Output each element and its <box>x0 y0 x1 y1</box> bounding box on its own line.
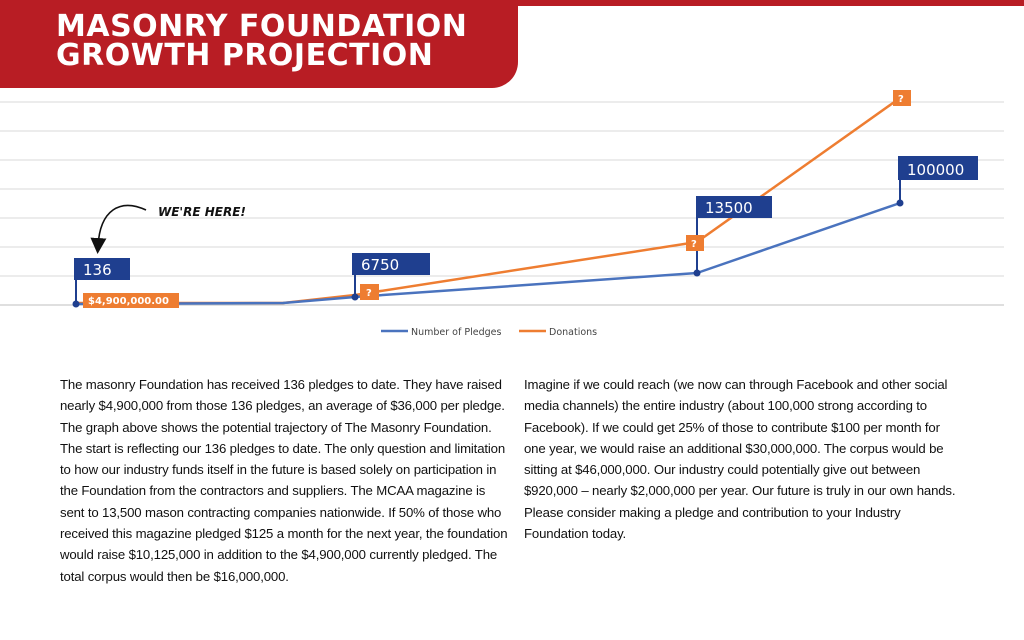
pledge-value-label: 13500 <box>705 199 753 217</box>
title-line-2: GROWTH PROJECTION <box>56 38 434 73</box>
pledge-label-box <box>696 196 772 218</box>
pledge-value-label: 136 <box>83 261 112 279</box>
pledge-value-label: 100000 <box>907 161 964 179</box>
body-text-right: Imagine if we could reach (we now can th… <box>524 377 956 542</box>
annotation-arrow <box>90 204 147 254</box>
donation-value-label: ? <box>898 94 904 105</box>
donations-series-line <box>76 96 901 305</box>
page-title: MASONRY FOUNDATION GROWTH PROJECTION <box>56 9 506 73</box>
donation-label-box <box>686 235 704 251</box>
donation-value-label: ? <box>366 288 372 299</box>
title-line-1: MASONRY FOUNDATION <box>56 9 468 44</box>
body-text-left: The masonry Foundation has received 136 … <box>60 377 508 584</box>
annotation-text: WE'RE HERE! <box>158 205 246 219</box>
pledge-label-box <box>352 253 430 275</box>
pledge-label-box <box>898 156 978 180</box>
donation-label-box <box>83 293 179 308</box>
donation-value-label: ? <box>691 239 697 250</box>
pledge-data-point <box>351 293 359 301</box>
pledge-value-label: 6750 <box>361 256 399 274</box>
pledge-data-point <box>72 300 80 308</box>
series-layer <box>72 96 904 308</box>
pledge-data-point <box>896 199 904 207</box>
legend-label-pledges: Number of Pledges <box>411 327 501 338</box>
growth-projection-chart: WE'RE HERE! 136 6750 13500 100000 $4,900,000… <box>0 90 1004 338</box>
donation-label-box <box>893 90 911 106</box>
pledge-label-box <box>74 258 130 280</box>
chart-legend: Number of Pledges Donations <box>381 327 597 338</box>
donation-label-box <box>360 284 379 300</box>
pledge-data-point <box>693 269 701 277</box>
we-are-here-annotation: WE'RE HERE! <box>90 204 246 254</box>
header-banner <box>0 0 518 88</box>
legend-label-donations: Donations <box>549 327 597 338</box>
labels-layer: 136 6750 13500 100000 $4,900,000.00??? <box>74 90 978 308</box>
donation-value-label: $4,900,000.00 <box>88 296 169 307</box>
